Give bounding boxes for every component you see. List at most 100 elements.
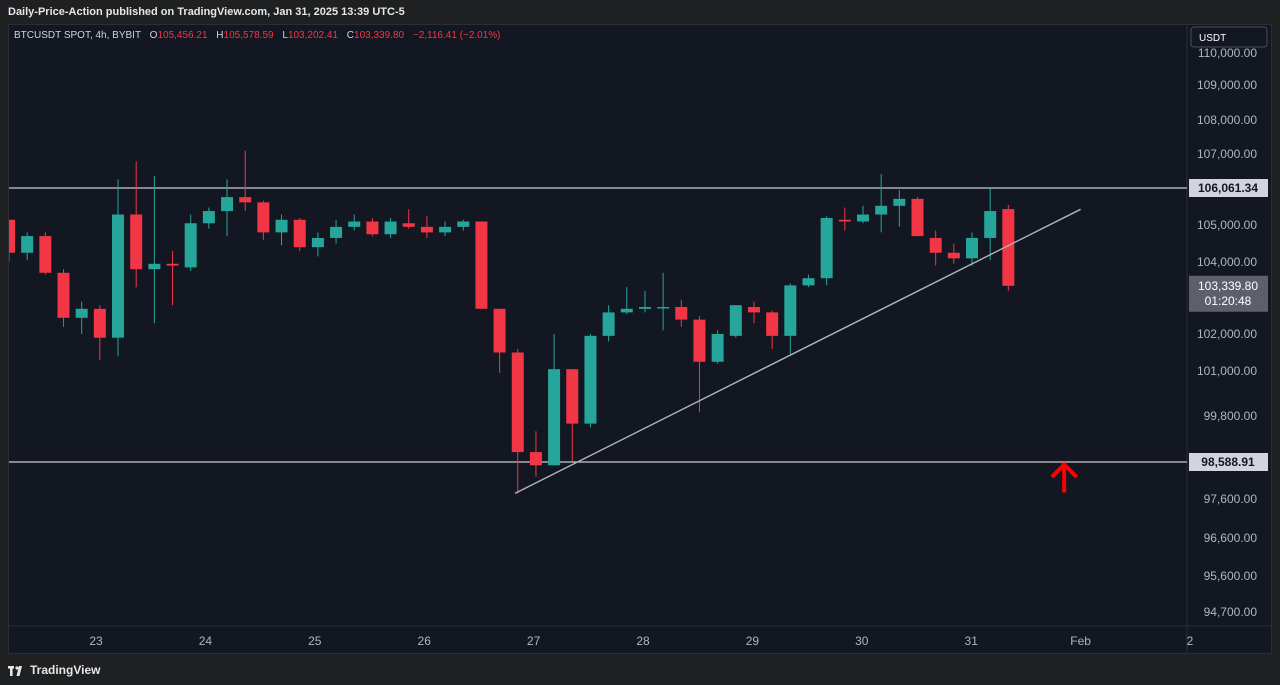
candle bbox=[838, 207, 851, 231]
candle-body bbox=[620, 308, 633, 313]
candle bbox=[548, 334, 561, 466]
level-price-label: 106,061.34 bbox=[1198, 181, 1258, 195]
candle bbox=[184, 214, 197, 271]
level-price-labels: 106,061.34 98,588.91 bbox=[1189, 179, 1268, 471]
candle bbox=[984, 188, 997, 261]
candle-body bbox=[75, 308, 88, 318]
price-tick-label: 108,000.00 bbox=[1197, 113, 1257, 127]
candle bbox=[620, 287, 633, 315]
candle-body bbox=[711, 334, 724, 362]
candle-body bbox=[348, 221, 361, 227]
time-tick-label: 25 bbox=[308, 634, 322, 648]
currency-button-bg[interactable] bbox=[1190, 26, 1268, 48]
candle-body bbox=[511, 352, 524, 453]
candle-body bbox=[784, 285, 797, 336]
candle-body bbox=[856, 214, 869, 222]
candle-body bbox=[893, 198, 906, 206]
level-label-bg bbox=[1189, 453, 1268, 471]
candle bbox=[966, 232, 979, 266]
candle bbox=[384, 218, 397, 238]
candle bbox=[311, 232, 324, 257]
price-tick-label: 105,000.00 bbox=[1197, 218, 1257, 232]
candle bbox=[693, 316, 706, 413]
candle bbox=[275, 214, 288, 246]
candle bbox=[729, 305, 742, 338]
time-tick-label: 27 bbox=[527, 634, 541, 648]
candle-body bbox=[293, 219, 306, 248]
candle-body bbox=[420, 226, 433, 233]
candle bbox=[439, 221, 452, 237]
candle bbox=[711, 330, 724, 364]
candle-body bbox=[947, 252, 960, 259]
candle-body bbox=[602, 312, 615, 336]
candle bbox=[402, 209, 415, 229]
candle bbox=[366, 218, 379, 237]
legend-change: −2,116.41 (−2.01%) bbox=[413, 30, 501, 41]
candle bbox=[893, 190, 906, 227]
candle bbox=[947, 243, 960, 264]
candle-body bbox=[657, 307, 670, 309]
candle bbox=[9, 219, 15, 262]
candle-body bbox=[820, 218, 833, 279]
footer-bar: TradingView bbox=[0, 655, 1280, 685]
currency-button[interactable]: USDT bbox=[1190, 26, 1268, 48]
candle-body bbox=[911, 198, 924, 237]
candle-body bbox=[693, 319, 706, 362]
tradingview-logo-icon[interactable] bbox=[8, 665, 26, 677]
candle bbox=[584, 334, 597, 428]
candle bbox=[820, 216, 833, 286]
candle-body bbox=[148, 263, 161, 270]
candle-body bbox=[493, 308, 506, 353]
footer-brand[interactable]: TradingView bbox=[30, 663, 101, 677]
candle-body bbox=[838, 219, 851, 222]
candle-body bbox=[675, 307, 688, 320]
candle-body bbox=[202, 211, 215, 224]
candle-body bbox=[257, 202, 270, 233]
candle bbox=[566, 369, 579, 462]
candle-body bbox=[802, 278, 815, 286]
trendline[interactable] bbox=[514, 208, 1081, 495]
candle-body bbox=[747, 307, 760, 313]
up-arrow-icon[interactable] bbox=[1050, 461, 1079, 493]
time-tick-label: 30 bbox=[855, 634, 869, 648]
candle-body bbox=[439, 226, 452, 233]
price-tick-label: 95,600.00 bbox=[1204, 569, 1258, 583]
publish-text: Daily-Price-Action published on TradingV… bbox=[8, 6, 405, 18]
candle-body bbox=[1002, 209, 1015, 286]
chart-frame[interactable] bbox=[8, 24, 1272, 654]
candle bbox=[856, 205, 869, 224]
candle bbox=[875, 173, 888, 233]
candle-body bbox=[929, 237, 942, 253]
legend-close-value: 103,339.80 bbox=[354, 30, 404, 41]
candle-body bbox=[457, 221, 470, 227]
horizontal-levels[interactable] bbox=[9, 187, 1187, 463]
legend-low-label: L bbox=[282, 30, 288, 41]
time-axis[interactable]: 23 24 25 26 27 28 29 30 31 Feb 2 bbox=[89, 634, 1193, 648]
candle-body bbox=[729, 305, 742, 336]
candle-body bbox=[529, 452, 542, 466]
time-tick-label: 26 bbox=[418, 634, 432, 648]
candle-body bbox=[384, 221, 397, 235]
candle-body bbox=[766, 312, 779, 336]
candle bbox=[112, 179, 125, 357]
candle-body bbox=[366, 221, 379, 235]
candle bbox=[93, 305, 106, 360]
candle bbox=[675, 299, 688, 327]
candle bbox=[420, 216, 433, 238]
candle bbox=[57, 269, 70, 327]
svg-text:BTCUSDT SPOT, 4h, BYBIT: BTCUSDT SPOT, 4h, BYBIT O105,456.21 H105… bbox=[14, 30, 501, 41]
candle-body bbox=[166, 263, 179, 266]
time-tick-label: 2 bbox=[1187, 634, 1194, 648]
candle bbox=[348, 214, 361, 231]
candle bbox=[911, 197, 924, 237]
candle-body bbox=[566, 369, 579, 424]
up-arrow-annotation[interactable] bbox=[1050, 461, 1079, 493]
currency-button-label[interactable]: USDT bbox=[1199, 33, 1226, 44]
candle bbox=[239, 150, 252, 212]
candle bbox=[929, 230, 942, 266]
price-tick-label: 94,700.00 bbox=[1204, 605, 1258, 619]
price-tick-label: 104,000.00 bbox=[1197, 255, 1257, 269]
price-axis[interactable]: 110,000.00 109,000.00 108,000.00 107,000.00… bbox=[1197, 46, 1257, 619]
time-tick-label: 31 bbox=[965, 634, 979, 648]
